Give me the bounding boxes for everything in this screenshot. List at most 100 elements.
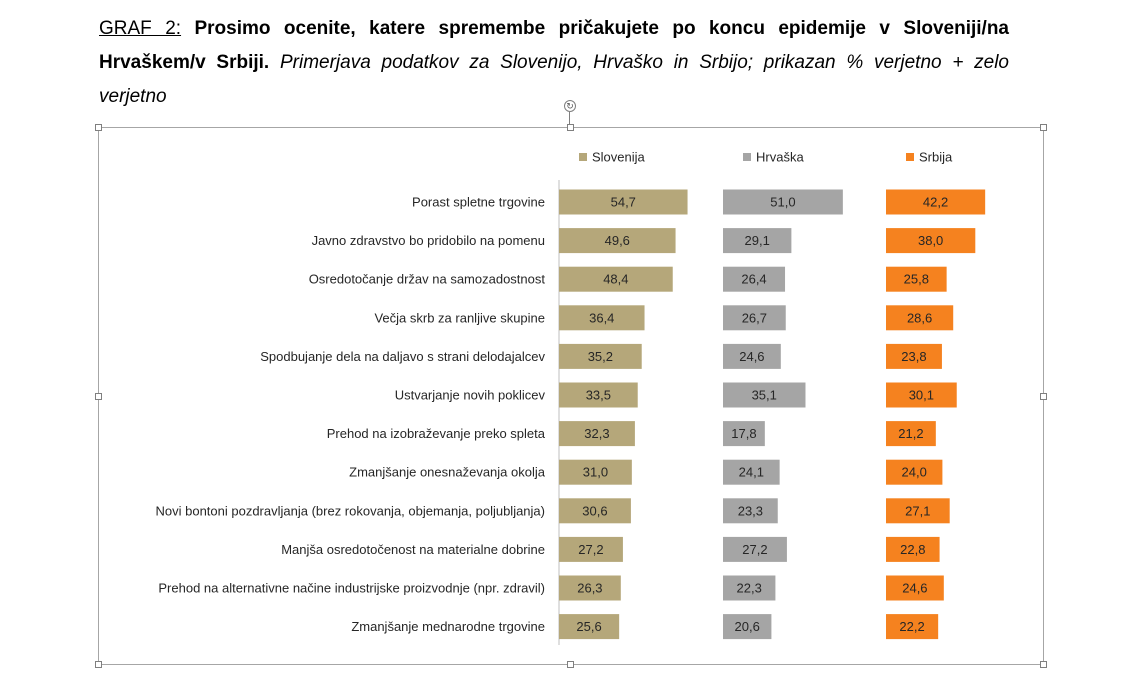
bar-value-label-hrvaška: 35,1 (752, 388, 777, 403)
bar-value-label-hrvaška: 22,3 (737, 581, 762, 596)
bar-value-label-srbija: 23,8 (901, 349, 926, 364)
resize-handle-middle-right[interactable] (1040, 393, 1047, 400)
category-label: Prehod na izobraževanje preko spleta (327, 426, 546, 441)
bar-value-label-slovenija: 33,5 (586, 388, 611, 403)
bar-srbija (886, 421, 936, 447)
resize-handle-bottom-center[interactable] (567, 661, 574, 668)
rotate-handle-icon[interactable]: ↻ (564, 100, 576, 112)
bar-value-label-slovenija: 36,4 (589, 310, 614, 325)
bar-hrvaška (723, 614, 772, 640)
bar-srbija (886, 575, 944, 601)
bar-value-label-srbija: 22,2 (899, 619, 924, 634)
bar-value-label-srbija: 22,8 (900, 542, 925, 557)
bar-value-label-srbija: 24,6 (902, 581, 927, 596)
bar-srbija (886, 459, 943, 485)
bar-srbija (886, 382, 957, 408)
rotate-handle-stem (569, 112, 570, 124)
category-label: Novi bontoni pozdravljanja (brez rokovan… (155, 503, 545, 518)
bar-srbija (886, 536, 940, 562)
bar-value-label-srbija: 30,1 (909, 388, 934, 403)
bar-hrvaška (723, 343, 781, 369)
bar-slovenija (559, 382, 638, 408)
bar-hrvaška (723, 305, 786, 331)
bar-slovenija (559, 459, 632, 485)
bar-value-label-slovenija: 48,4 (603, 272, 628, 287)
bar-value-label-slovenija: 27,2 (578, 542, 603, 557)
bar-value-label-slovenija: 25,6 (576, 619, 601, 634)
resize-handle-bottom-right[interactable] (1040, 661, 1047, 668)
category-label: Spodbujanje dela na daljavo s strani del… (260, 349, 545, 364)
bar-slovenija (559, 343, 642, 369)
category-label: Zmanjšanje mednarodne trgovine (351, 619, 545, 634)
bar-value-label-hrvaška: 26,7 (742, 310, 767, 325)
resize-handle-top-center[interactable] (567, 124, 574, 131)
category-label: Večja skrb za ranljive skupine (374, 310, 545, 325)
category-label: Porast spletne trgovine (412, 195, 545, 210)
bar-hrvaška (723, 189, 843, 215)
bar-value-label-hrvaška: 24,1 (739, 465, 764, 480)
bar-value-label-slovenija: 54,7 (611, 195, 636, 210)
bar-hrvaška (723, 459, 780, 485)
bar-value-label-hrvaška: 26,4 (741, 272, 766, 287)
resize-handle-top-right[interactable] (1040, 124, 1047, 131)
caption-label: GRAF 2: (99, 18, 182, 39)
bar-value-label-srbija: 27,1 (905, 503, 930, 518)
bar-hrvaška (723, 498, 778, 524)
bar-value-label-hrvaška: 51,0 (770, 195, 795, 210)
category-label: Zmanjšanje onesnaževanja okolja (349, 465, 546, 480)
category-label: Osredotočanje držav na samozadostnost (309, 272, 546, 287)
bar-value-label-slovenija: 35,2 (588, 349, 613, 364)
figure-caption: GRAF 2: Prosimo ocenite, katere sprememb… (99, 12, 1009, 114)
legend-swatch-srbija (906, 153, 914, 161)
bar-value-label-hrvaška: 29,1 (745, 233, 770, 248)
bar-value-label-srbija: 25,8 (904, 272, 929, 287)
bar-value-label-slovenija: 31,0 (583, 465, 608, 480)
bar-value-label-slovenija: 30,6 (582, 503, 607, 518)
bar-value-label-slovenija: 49,6 (605, 233, 630, 248)
category-label: Manjša osredotočenost na materialne dobr… (281, 542, 545, 557)
category-label: Prehod na alternativne načine industrijs… (158, 581, 545, 596)
caption-question: Prosimo ocenite, katere spremembe pričak… (99, 18, 1009, 73)
bar-slovenija (559, 614, 620, 640)
bar-value-label-hrvaška: 20,6 (735, 619, 760, 634)
bar-srbija (886, 228, 976, 254)
caption-description: Primerjava podatkov za Slovenijo, Hrvašk… (99, 52, 1010, 107)
bar-hrvaška (723, 421, 765, 447)
bar-slovenija (559, 575, 621, 601)
legend-label-hrvaška: Hrvaška (756, 150, 804, 165)
legend-swatch-hrvaška (743, 153, 751, 161)
bar-value-label-hrvaška: 23,3 (738, 503, 763, 518)
bar-value-label-slovenija: 32,3 (584, 426, 609, 441)
bar-hrvaška (723, 228, 792, 254)
bar-slovenija (559, 228, 676, 254)
legend-label-srbija: Srbija (919, 150, 953, 165)
bar-value-label-srbija: 42,2 (923, 195, 948, 210)
bar-value-label-srbija: 24,0 (902, 465, 927, 480)
bar-value-label-hrvaška: 27,2 (742, 542, 767, 557)
bar-srbija (886, 189, 986, 215)
bar-srbija (886, 498, 950, 524)
bar-value-label-srbija: 21,2 (898, 426, 923, 441)
bar-slovenija (559, 498, 631, 524)
bar-srbija (886, 305, 954, 331)
resize-handle-middle-left[interactable] (95, 393, 102, 400)
bar-value-label-srbija: 28,6 (907, 310, 932, 325)
bar-srbija (886, 614, 939, 640)
resize-handle-bottom-left[interactable] (95, 661, 102, 668)
bar-value-label-hrvaška: 17,8 (731, 426, 756, 441)
bar-value-label-hrvaška: 24,6 (739, 349, 764, 364)
legend-swatch-slovenija (579, 153, 587, 161)
bar-hrvaška (723, 266, 786, 292)
bar-hrvaška (723, 575, 776, 601)
category-label: Ustvarjanje novih poklicev (395, 388, 546, 403)
bar-slovenija (559, 189, 688, 215)
bar-hrvaška (723, 382, 806, 408)
bar-value-label-srbija: 38,0 (918, 233, 943, 248)
bar-slovenija (559, 266, 673, 292)
bar-slovenija (559, 305, 645, 331)
bar-slovenija (559, 421, 635, 447)
category-label: Javno zdravstvo bo pridobilo na pomenu (312, 233, 545, 248)
resize-handle-top-left[interactable] (95, 124, 102, 131)
legend-label-slovenija: Slovenija (592, 150, 646, 165)
